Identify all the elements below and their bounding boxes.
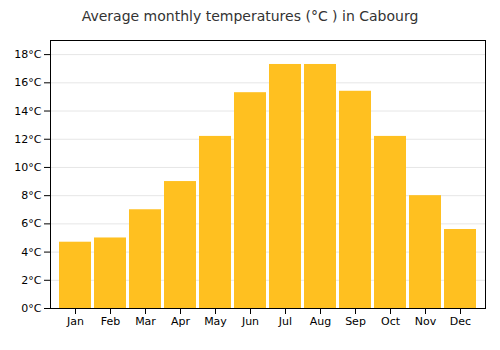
svg-text:4°C: 4°C xyxy=(21,246,41,259)
svg-text:May: May xyxy=(204,315,227,328)
html-text:Average monthly temperatures (: Average monthly temperatures (°C ) in Ca… xyxy=(81,8,419,24)
svg-text:Dec: Dec xyxy=(450,315,471,328)
svg-text:2°C: 2°C xyxy=(21,274,41,287)
svg-text:10°C: 10°C xyxy=(14,161,41,174)
svg-text:8°C: 8°C xyxy=(21,189,41,202)
svg-text:Nov: Nov xyxy=(415,315,437,328)
svg-text:0°C: 0°C xyxy=(21,302,41,315)
svg-text:Mar: Mar xyxy=(135,315,156,328)
svg-text:Jun: Jun xyxy=(241,315,259,328)
svg-text:12°C: 12°C xyxy=(14,133,41,146)
svg-text:Oct: Oct xyxy=(381,315,401,328)
svg-text:Jul: Jul xyxy=(278,315,292,328)
svg-text:Feb: Feb xyxy=(101,315,120,328)
svg-text:6°C: 6°C xyxy=(21,217,41,230)
svg-text:18°C: 18°C xyxy=(14,48,41,61)
svg-text:Sep: Sep xyxy=(345,315,366,328)
svg-text:14°C: 14°C xyxy=(14,105,41,118)
svg-text:Aug: Aug xyxy=(310,315,331,328)
svg-text:Jan: Jan xyxy=(66,315,84,328)
svg-text:Apr: Apr xyxy=(171,315,191,328)
svg-text:16°C: 16°C xyxy=(14,76,41,89)
